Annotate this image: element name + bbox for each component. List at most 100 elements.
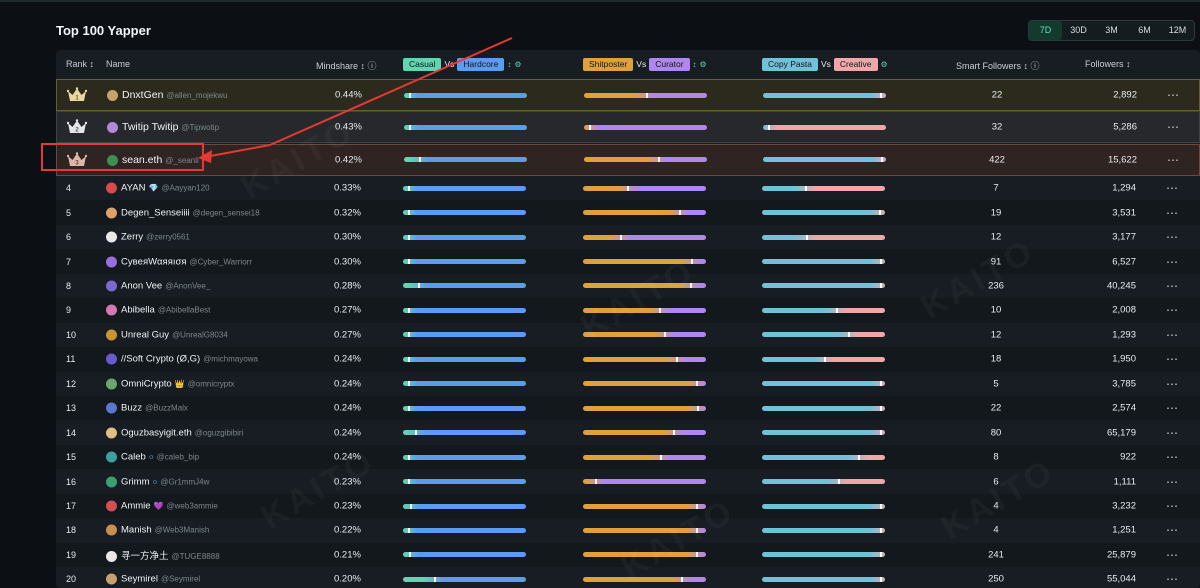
casual-hardcore-bar	[403, 234, 526, 240]
table-row[interactable]: 10 Unreal Guy @UnrealG8034 0.27% 12 1,293 ⋯	[56, 323, 1200, 348]
user-cell[interactable]: //Soft Crypto (Ø,G) @michmayowa	[106, 353, 258, 365]
creative-pill: Creative	[833, 58, 878, 71]
user-cell[interactable]: 寻一方净土 @TUGE8888	[106, 548, 220, 562]
table-row[interactable]: 14 Oguzbasyigit.eth @oguzgibibiri 0.24% 80 65…	[56, 420, 1200, 445]
user-cell[interactable]: Grimm ○ @Gr1mmJ4w	[106, 476, 209, 487]
sort-icon[interactable]: ↕	[507, 60, 512, 69]
followers-value: 3,785	[1112, 378, 1136, 390]
table-row[interactable]: 3 sean.eth @_seanli 0.42% 422 15,622 ⋯	[56, 143, 1200, 176]
more-options-icon[interactable]: ⋯	[1166, 499, 1178, 513]
casual-hardcore-marker	[407, 356, 410, 362]
user-cell[interactable]: OmniCrypto 👑 @omnicryptx	[106, 378, 234, 389]
more-options-icon[interactable]: ⋯	[1167, 120, 1179, 135]
user-cell[interactable]: Manish @Web3Manish	[106, 524, 209, 536]
table-row[interactable]: 8 Anon Vee @AnonVee_ 0.28% 236 40,245 ⋯	[56, 274, 1200, 299]
smart-followers-value: 19	[990, 207, 1002, 219]
more-options-icon[interactable]: ⋯	[1166, 450, 1178, 465]
table-row[interactable]: 18 Manish @Web3Manish 0.22% 4 1,251 ⋯	[56, 518, 1200, 543]
user-cell[interactable]: Twitip Twitip @Tipwotip	[107, 121, 219, 133]
user-cell[interactable]: Abibella @AbibellaBest	[106, 304, 211, 316]
more-options-icon[interactable]: ⋯	[1167, 152, 1179, 167]
user-cell[interactable]: sean.eth @_seanli	[107, 154, 199, 166]
more-options-icon[interactable]: ⋯	[1166, 401, 1178, 416]
more-options-icon[interactable]: ⋯	[1167, 88, 1179, 102]
sort-icon[interactable]: ↕	[692, 60, 697, 69]
avatar	[106, 182, 117, 194]
more-options-icon[interactable]: ⋯	[1166, 547, 1178, 562]
user-cell[interactable]: Buzz @BuzzMalx	[106, 402, 188, 414]
more-options-icon[interactable]: ⋯	[1166, 474, 1178, 489]
table-row[interactable]: 5 Degen_Senseiiii @degen_sensei18 0.32% 19 3,…	[56, 200, 1200, 225]
table-row[interactable]: 16 Grimm ○ @Gr1mmJ4w 0.23% 6 1,111 ⋯	[56, 469, 1200, 494]
display-name: Degen_Senseiiii	[121, 207, 190, 219]
handle: @AbibellaBest	[157, 305, 211, 315]
shitposter-curator-marker	[696, 381, 699, 387]
more-options-icon[interactable]: ⋯	[1166, 425, 1178, 440]
badge-icon: ○	[148, 452, 154, 462]
copypasta-creative-header: Copy Pasta Vs Creative ⚙	[762, 58, 888, 71]
casual-hardcore-header: Casual Vs Hardcore ↕ ⚙	[403, 58, 522, 71]
badge-icon: 💎	[148, 183, 159, 193]
more-options-icon[interactable]: ⋯	[1166, 303, 1178, 318]
period-6m[interactable]: 6M	[1138, 25, 1151, 35]
rank-header[interactable]: Rank ↕	[66, 59, 95, 69]
more-options-icon[interactable]: ⋯	[1166, 254, 1178, 269]
table-row[interactable]: 12 OmniCrypto 👑 @omnicryptx 0.24% 5 3,785 ⋯	[56, 372, 1200, 397]
user-cell[interactable]: СyвeяWαяяıσя @Cyber_Warriorr	[106, 255, 252, 267]
table-row[interactable]: 20 Seymirel @Seymirel 0.20% 250 55,044 ⋯	[56, 567, 1200, 588]
user-cell[interactable]: Anon Vee @AnonVee_	[106, 280, 210, 291]
user-cell[interactable]: DnxtGen @allen_mojekwu	[107, 89, 227, 101]
table-row[interactable]: 13 Buzz @BuzzMalx 0.24% 22 2,574 ⋯	[56, 395, 1200, 421]
table-row[interactable]: 6 Zerry @zerry0561 0.30% 12 3,177 ⋯	[56, 225, 1200, 250]
casual-hardcore-bar	[403, 405, 526, 411]
rank-silver-crown-icon: 2	[66, 119, 88, 135]
table-row[interactable]: 2 Twitip Twitip @Tipwotip 0.43% 32 5,286 ⋯	[56, 111, 1200, 144]
period-12m[interactable]: 12M	[1168, 25, 1187, 35]
shitposter-curator-bar	[584, 92, 707, 98]
more-options-icon[interactable]: ⋯	[1166, 230, 1178, 245]
settings-gear-icon[interactable]: ⚙	[880, 60, 888, 69]
copypasta-creative-marker	[823, 356, 826, 362]
followers-value: 65,179	[1106, 427, 1136, 439]
avatar	[107, 89, 118, 101]
period-30d[interactable]: 30D	[1070, 25, 1087, 35]
mindshare-value: 0.44%	[335, 89, 362, 101]
table-row[interactable]: 1 DnxtGen @allen_mojekwu 0.44% 22 2,892 ⋯	[56, 79, 1200, 111]
mindshare-header[interactable]: Mindshare ↕ ⓘ	[316, 61, 377, 71]
more-options-icon[interactable]: ⋯	[1166, 181, 1178, 196]
smart-followers-value: 5	[993, 378, 999, 390]
rank-bronze-crown-icon: 3	[66, 151, 88, 168]
period-3m[interactable]: 3M	[1105, 25, 1118, 35]
table-row[interactable]: 15 Caleb ○ @caleb_bip 0.24% 8 922 ⋯	[56, 444, 1200, 470]
user-cell[interactable]: Degen_Senseiiii @degen_sensei18	[106, 207, 260, 218]
settings-gear-icon[interactable]: ⚙	[514, 60, 522, 69]
user-cell[interactable]: Seymirel @Seymirel	[106, 573, 200, 585]
more-options-icon[interactable]: ⋯	[1166, 572, 1178, 587]
table-row[interactable]: 4 AYAN 💎 @Aayyan120 0.33% 7 1,294 ⋯	[56, 176, 1200, 201]
user-cell[interactable]: Oguzbasyigit.eth @oguzgibibiri	[106, 427, 243, 438]
user-cell[interactable]: Ammie 💜 @web3ammie	[106, 500, 218, 512]
settings-gear-icon[interactable]: ⚙	[699, 60, 707, 69]
more-options-icon[interactable]: ⋯	[1166, 327, 1178, 342]
user-cell[interactable]: Zerry @zerry0561	[106, 231, 190, 243]
period-7d[interactable]: 7D	[1029, 21, 1062, 40]
table-row[interactable]: 19 寻一方净土 @TUGE8888 0.21% 241 25,879 ⋯	[56, 542, 1200, 568]
shitposter-curator-bar	[583, 479, 706, 485]
shitposter-curator-bar	[583, 307, 706, 313]
user-cell[interactable]: Caleb ○ @caleb_bip	[106, 451, 199, 463]
table-row[interactable]: 9 Abibella @AbibellaBest 0.27% 10 2,008 ⋯	[56, 298, 1200, 323]
more-options-icon[interactable]: ⋯	[1166, 205, 1178, 220]
followers-header[interactable]: Followers ↕	[1085, 59, 1131, 69]
table-row[interactable]: 7 СyвeяWαяяıσя @Cyber_Warriorr 0.30% 91 6,527…	[56, 249, 1200, 274]
user-cell[interactable]: AYAN 💎 @Aayyan120	[106, 182, 210, 194]
more-options-icon[interactable]: ⋯	[1166, 278, 1178, 293]
more-options-icon[interactable]: ⋯	[1166, 523, 1178, 538]
more-options-icon[interactable]: ⋯	[1166, 376, 1178, 391]
more-options-icon[interactable]: ⋯	[1166, 352, 1178, 367]
table-row[interactable]: 17 Ammie 💜 @web3ammie 0.23% 4 3,232 ⋯	[56, 493, 1200, 519]
smart-followers-header[interactable]: Smart Followers ↕ ⓘ	[956, 61, 1040, 71]
annotation-highlight-box	[41, 143, 204, 171]
table-row[interactable]: 11 //Soft Crypto (Ø,G) @michmayowa 0.24% 18 1…	[56, 347, 1200, 372]
shitposter-curator-bar	[583, 210, 706, 216]
user-cell[interactable]: Unreal Guy @UnrealG8034	[106, 329, 228, 340]
